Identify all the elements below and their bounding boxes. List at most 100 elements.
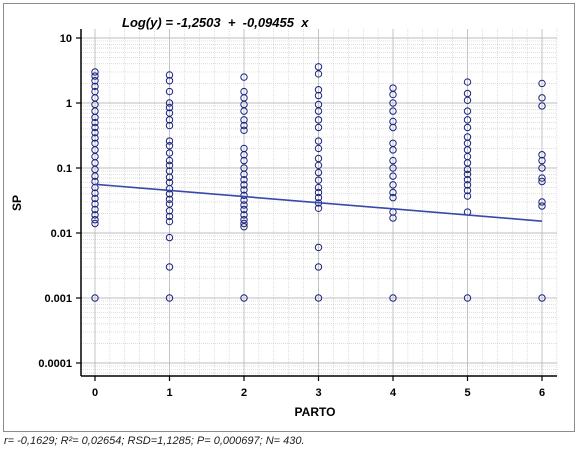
data-point [91,200,99,208]
data-point [389,146,397,154]
data-point [538,294,546,302]
data-point [240,121,248,130]
data-point [538,156,546,165]
data-point [538,94,546,102]
data-point [165,161,174,170]
data-point [165,99,174,107]
data-point [314,123,323,132]
data-point [91,216,99,224]
data-point [314,70,323,78]
data-point [91,294,99,302]
data-point [91,128,99,137]
y-tick-label: 1 [66,98,72,110]
data-point [463,192,472,200]
y-axis-ticks: 10 1 0.1 0.01 0.001 0.0001 [38,33,81,370]
data-point [314,204,323,212]
data-point [165,173,174,181]
x-tick-label: 3 [315,387,321,399]
data-point [165,142,174,150]
data-point [538,174,546,182]
data-point [314,144,323,153]
data-point [165,212,174,221]
data-point [165,116,174,124]
data-point [463,186,472,195]
data-point [240,216,248,224]
data-point [463,170,472,178]
data-point [314,161,323,170]
data-point [91,113,99,122]
x-tick-label: 1 [166,387,172,399]
data-point [314,263,323,271]
y-tick-label: 10 [60,33,72,45]
data-point [165,87,174,96]
data-point [165,121,174,130]
data-point [463,116,472,124]
data-point [240,156,248,165]
data-point [538,102,546,110]
data-point [389,90,397,99]
data-point [538,164,546,172]
data-point [538,202,546,210]
data-point [91,211,99,219]
data-point [389,123,397,132]
data-point [389,294,397,302]
data-point [91,82,99,91]
data-point [538,151,546,159]
data-point [314,176,323,184]
data-point [389,181,397,189]
data-point [165,185,174,193]
data-point [91,219,99,228]
chart-title: Log(y) = -1,2503 + -0,09455 x [122,15,309,30]
data-point [91,172,99,180]
x-axis-ticks: 0 1 2 3 4 5 6 [92,376,545,399]
data-point [314,116,323,124]
data-point [240,186,248,194]
data-point [314,91,323,100]
x-tick-label: 2 [241,387,247,399]
data-point [240,181,248,189]
statistics-caption: r= -0,1629; R²= 0,02654; RSD=1,1285; P= … [4,435,305,447]
data-point [463,78,472,86]
data-point [240,211,248,219]
data-point [314,137,323,145]
data-point [389,99,397,107]
data-point [165,233,174,242]
data-point [240,176,248,184]
data-point [91,118,99,127]
data-point [314,243,323,252]
data-point [538,198,546,206]
data-point [91,123,99,132]
x-tick-label: 0 [92,387,98,399]
data-points [91,63,546,302]
y-tick-label: 0.001 [44,293,72,305]
data-point [165,156,174,165]
data-point [91,189,99,197]
data-point [165,71,174,79]
data-point [314,294,323,302]
data-point [240,205,248,214]
y-tick-label: 0.1 [57,163,72,175]
y-axis-title: SP [10,195,24,211]
data-point [463,96,472,105]
data-point [389,214,397,222]
data-point [91,72,99,80]
data-point [389,164,397,172]
regression-line [94,183,543,222]
data-point [389,188,397,197]
data-point [463,176,472,184]
data-point [463,294,472,302]
data-point [165,137,174,145]
data-point [165,217,174,226]
data-point [165,103,174,112]
data-point [463,123,472,132]
data-point [240,201,248,209]
data-point [314,107,323,115]
scatter-plot: 10 1 0.1 0.01 0.001 0.0001 0 1 2 3 4 5 6 Log(y) = -… [10,15,558,419]
data-point [240,170,248,178]
data-point [389,156,397,165]
data-point [91,134,99,142]
data-point [314,183,323,192]
regression-line-group [94,183,543,222]
data-point [389,193,397,202]
data-point [240,191,248,200]
